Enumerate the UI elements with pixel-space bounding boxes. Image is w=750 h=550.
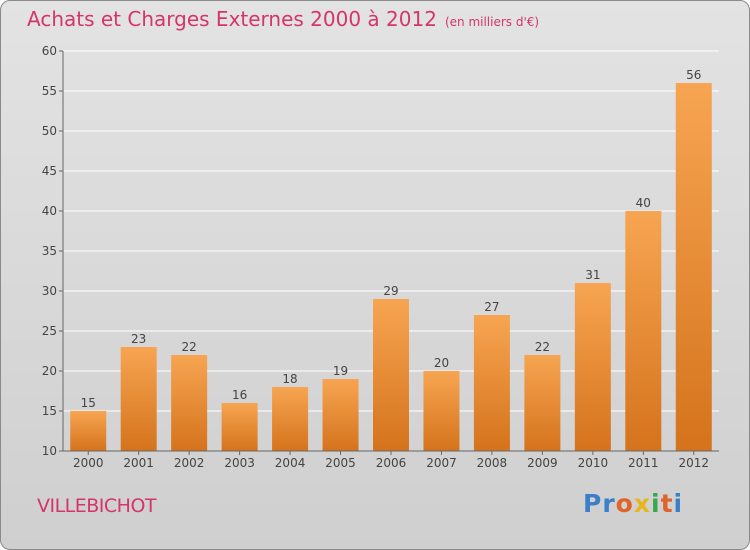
y-tick-label: 30 xyxy=(42,284,57,298)
bar xyxy=(675,83,712,451)
x-tick-label: 2008 xyxy=(477,456,508,470)
x-tick-label: 2004 xyxy=(275,456,306,470)
logo-letter: P xyxy=(583,489,603,518)
logo-letter: i xyxy=(651,489,661,518)
bar xyxy=(473,315,510,451)
y-tick-label: 25 xyxy=(42,324,57,338)
x-tick-label: 2000 xyxy=(73,456,104,470)
x-tick-label: 2006 xyxy=(376,456,407,470)
data-label: 29 xyxy=(383,284,398,298)
x-tick-label: 2002 xyxy=(174,456,205,470)
bar xyxy=(373,299,409,451)
chart-title: Achats et Charges Externes 2000 à 2012 (e… xyxy=(27,7,539,31)
data-label: 40 xyxy=(636,196,651,210)
bar xyxy=(574,283,611,451)
data-label: 23 xyxy=(131,332,146,346)
axis-layer: 10 15 20 25 30 35 40 45 50 55 60 2000 2001 2002 2003 20… xyxy=(42,44,719,470)
data-label: 22 xyxy=(535,340,550,354)
x-tick-label: 2012 xyxy=(678,456,709,470)
bar xyxy=(322,379,359,451)
x-tick-label: 2010 xyxy=(578,456,609,470)
y-tick-label: 45 xyxy=(42,164,57,178)
data-label: 20 xyxy=(434,356,449,370)
data-label: 15 xyxy=(81,396,96,410)
y-tick-label: 35 xyxy=(42,244,57,258)
bar xyxy=(272,387,309,451)
data-label: 19 xyxy=(333,364,348,378)
x-tick-label: 2011 xyxy=(628,456,659,470)
bar xyxy=(171,355,208,451)
commune-name: VILLEBICHOT xyxy=(37,495,157,517)
bar xyxy=(524,355,561,451)
y-tick-label: 15 xyxy=(42,404,57,418)
x-tick-label: 2007 xyxy=(426,456,457,470)
x-tick-label: 2005 xyxy=(325,456,356,470)
data-label: 31 xyxy=(585,268,600,282)
y-tick-label: 20 xyxy=(42,364,57,378)
logo-letter: o xyxy=(615,489,634,518)
x-tick-label: 2003 xyxy=(224,456,255,470)
bar xyxy=(70,411,107,451)
data-label: 56 xyxy=(686,68,701,82)
x-tick-label: 2009 xyxy=(527,456,558,470)
data-label: 22 xyxy=(182,340,197,354)
proxiti-logo[interactable]: Proxiti xyxy=(583,489,683,518)
data-label: 16 xyxy=(232,388,247,402)
bar xyxy=(423,371,460,451)
logo-letter: r xyxy=(602,489,616,518)
y-tick-label: 40 xyxy=(42,204,57,218)
bar xyxy=(625,211,662,451)
title-text: Achats et Charges Externes 2000 à 2012 xyxy=(27,7,437,31)
x-tick-label: 2001 xyxy=(123,456,154,470)
unit-label: (en milliers d'€) xyxy=(444,15,540,29)
logo-letter: x xyxy=(633,489,651,518)
y-tick-label: 60 xyxy=(42,44,57,58)
bar xyxy=(120,347,157,451)
y-tick-label: 50 xyxy=(42,124,57,138)
y-tick-label: 55 xyxy=(42,84,57,98)
bar xyxy=(221,403,258,451)
logo-letter: t xyxy=(660,489,674,518)
data-label: 18 xyxy=(282,372,297,386)
y-tick-label: 10 xyxy=(42,444,57,458)
logo-letter: i xyxy=(673,489,684,518)
data-label: 27 xyxy=(484,300,499,314)
bar-layer: 15 23 22 16 18 19 29 20 27 22 31 40 56 xyxy=(70,68,712,451)
